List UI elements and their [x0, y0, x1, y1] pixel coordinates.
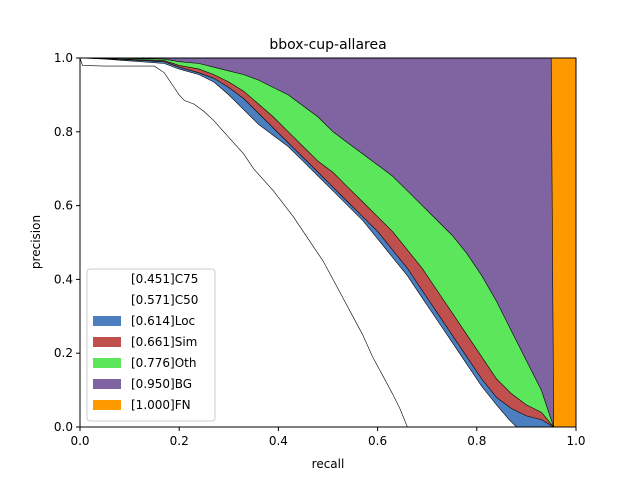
legend-label-bg: [0.950]BG: [131, 377, 192, 391]
curve-oth: [80, 57, 554, 428]
x-tick-label: 0.2: [170, 434, 189, 448]
legend-swatch-oth: [93, 358, 121, 368]
legend-label-sim: [0.661]Sim: [131, 335, 197, 349]
legend-label-c50: [0.571]C50: [131, 293, 198, 307]
y-tick-label: 0.4: [54, 272, 73, 286]
legend-label-fn: [1.000]FN: [131, 398, 191, 412]
x-tick-label: 1.0: [566, 434, 585, 448]
y-axis-label: precision: [29, 215, 43, 269]
legend-swatch-loc: [93, 316, 121, 326]
curve-c75: [79, 57, 408, 428]
legend-swatch-fn: [93, 400, 121, 410]
legend-swatch-c75: [93, 274, 121, 284]
legend-label-oth: [0.776]Oth: [131, 356, 196, 370]
axes-frame: [79, 57, 577, 428]
y-tick-label: 0.8: [54, 125, 73, 139]
y-tick-label: 0.0: [54, 420, 73, 434]
x-tick-label: 0.4: [269, 434, 288, 448]
x-axis-label: recall: [312, 457, 345, 471]
curve-c50: [79, 57, 517, 428]
chart-title: bbox-cup-allarea: [269, 37, 386, 53]
legend: [0.451]C75 [0.571]C50 [0.614]Loc [0.661]Sim…: [86, 268, 216, 422]
y-tick-label: 0.6: [54, 199, 73, 213]
legend-label-loc: [0.614]Loc: [131, 314, 195, 328]
x-tick-label: 0.6: [368, 434, 387, 448]
legend-swatch-c50: [93, 295, 121, 305]
legend-swatch-sim: [93, 337, 121, 347]
y-tick-label: 1.0: [54, 51, 73, 65]
x-tick-label: 0.8: [467, 434, 486, 448]
tick-layer: 0.0 0.2 0.4 0.6 0.8 1.0 0.0 0.2 0.4 0.6 0.8 1.0: [54, 51, 586, 448]
curve-sim: [79, 57, 554, 428]
x-tick-label: 0.0: [70, 434, 89, 448]
legend-label-c75: [0.451]C75: [131, 272, 198, 286]
legend-swatch-bg: [93, 379, 121, 389]
curve-loc: [79, 57, 554, 428]
y-tick-label: 0.2: [54, 346, 73, 360]
